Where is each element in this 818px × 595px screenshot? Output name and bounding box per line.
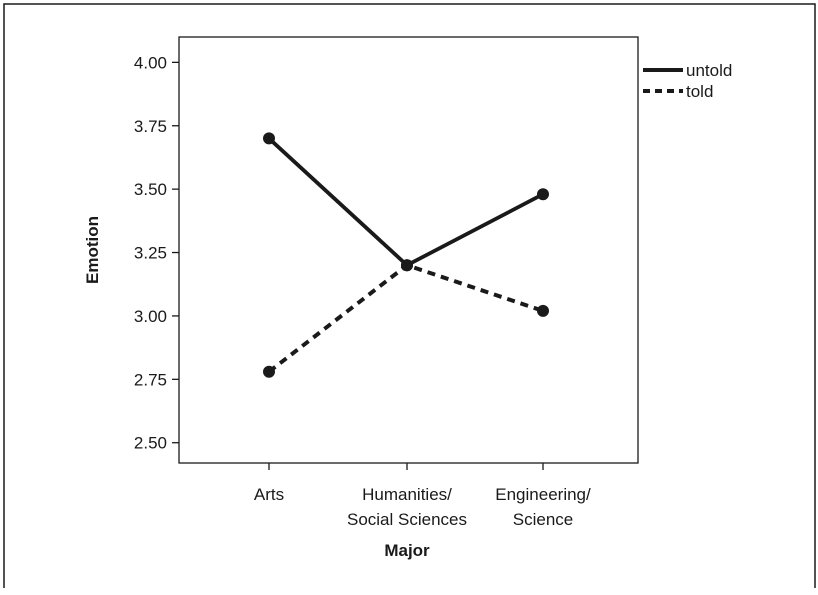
y-tick-label: 3.75 xyxy=(134,117,167,136)
x-tick-label: Engineering/ xyxy=(495,485,591,504)
series-line-untold xyxy=(269,138,543,265)
data-point-told xyxy=(401,259,413,271)
data-point-told xyxy=(263,366,275,378)
x-tick-label: Science xyxy=(513,510,573,529)
y-axis-title: Emotion xyxy=(83,216,102,284)
y-tick-label: 2.75 xyxy=(134,370,167,389)
legend: untold told xyxy=(643,61,732,101)
data-point-untold xyxy=(263,132,275,144)
series-layer xyxy=(263,132,549,377)
y-tick-label: 3.25 xyxy=(134,244,167,263)
x-axis-title: Major xyxy=(384,541,430,560)
plot-area xyxy=(179,37,638,463)
series-line-told xyxy=(269,265,543,372)
legend-label-untold: untold xyxy=(686,61,732,80)
x-tick-label: Humanities/ xyxy=(362,485,452,504)
y-tick-label: 2.50 xyxy=(134,434,167,453)
x-axis: Arts Humanities/Social Sciences Engineerin… xyxy=(254,463,591,529)
y-tick-label: 3.00 xyxy=(134,307,167,326)
y-tick-label: 4.00 xyxy=(134,53,167,72)
x-tick-label: Social Sciences xyxy=(347,510,467,529)
data-point-told xyxy=(537,305,549,317)
x-tick-label: Arts xyxy=(254,485,284,504)
y-tick-label: 3.50 xyxy=(134,180,167,199)
legend-label-told: told xyxy=(686,82,713,101)
y-axis: 2.50 2.75 3.00 3.25 3.50 3.75 4.00 xyxy=(134,53,179,452)
data-point-untold xyxy=(537,188,549,200)
